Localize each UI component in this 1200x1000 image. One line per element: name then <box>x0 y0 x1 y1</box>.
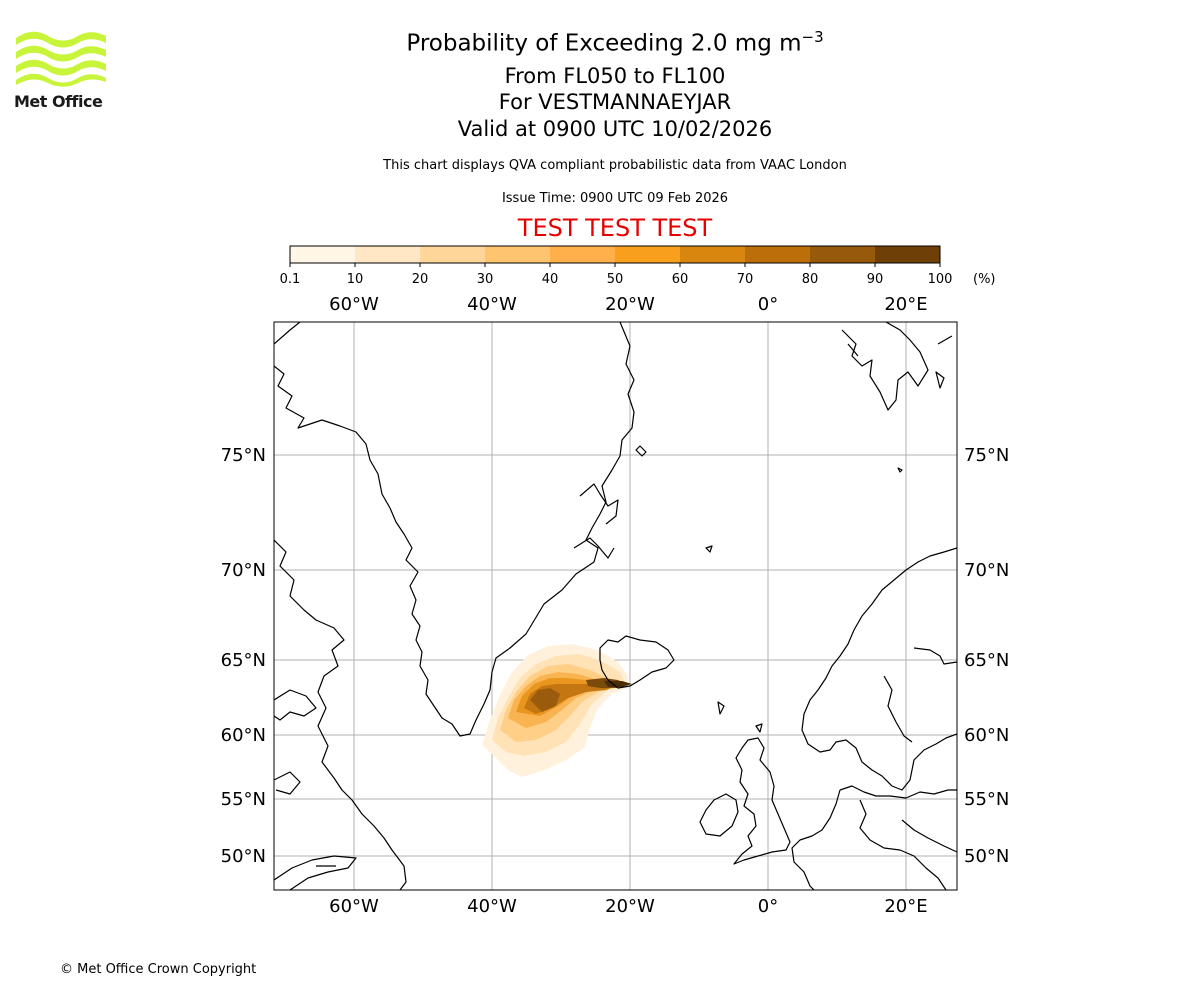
colorbar-swatch <box>290 246 356 263</box>
coast-europe <box>791 785 957 890</box>
coast-scandinavia <box>801 547 957 791</box>
right-lat-label: 60°N <box>964 725 1009 746</box>
top-lon-label: 20°E <box>884 294 927 315</box>
left-lat-label: 70°N <box>221 560 266 581</box>
colorbar-swatch <box>550 246 616 263</box>
main-title: Probability of Exceeding 2.0 mg m−3 <box>0 28 1200 57</box>
left-lat-label: 75°N <box>221 445 266 466</box>
colorbar-swatch <box>810 246 876 263</box>
colorbar-tick-label: 0.1 <box>280 272 301 287</box>
colorbar-tick-label: 80 <box>802 272 819 287</box>
map-gridlines <box>274 322 957 890</box>
coast-greenland <box>274 322 635 737</box>
colorbar-tick-label: 20 <box>412 272 429 287</box>
coast-iceland <box>599 635 675 689</box>
colorbar-swatch <box>680 246 746 263</box>
colorbar-tick-label: 70 <box>737 272 754 287</box>
top-lon-label: 20°W <box>605 294 655 315</box>
left-lat-label: 55°N <box>221 789 266 810</box>
colorbar-swatch <box>420 246 486 263</box>
left-lat-label: 60°N <box>221 725 266 746</box>
valid-title: Valid at 0900 UTC 10/02/2026 <box>457 117 773 141</box>
colorbar-tick-label: 60 <box>672 272 689 287</box>
bottom-lon-label: 60°W <box>329 896 379 917</box>
colorbar-tick-label: 90 <box>867 272 884 287</box>
coast-canada <box>274 539 407 890</box>
colorbar-tick-label: 100 <box>928 272 953 287</box>
colorbar-swatch <box>745 246 811 263</box>
logo-text: Met Office <box>14 92 103 111</box>
colorbar-tick-label: 40 <box>542 272 559 287</box>
bottom-lon-label: 40°W <box>467 896 517 917</box>
right-lat-label: 70°N <box>964 560 1009 581</box>
bottom-lon-label: 20°W <box>605 896 655 917</box>
location-title: For VESTMANNAEYJAR <box>498 90 732 114</box>
left-lat-labels: 75°N 70°N 65°N 60°N 55°N 50°N <box>221 445 266 867</box>
ash-probability-plume <box>482 644 632 777</box>
right-lat-labels: 75°N 70°N 65°N 60°N 55°N 50°N <box>964 445 1009 867</box>
right-lat-label: 55°N <box>964 789 1009 810</box>
colorbar-unit: (%) <box>973 272 996 287</box>
met-office-logo: Met Office <box>14 30 108 112</box>
right-lat-label: 75°N <box>964 445 1009 466</box>
top-lon-labels: 60°W 40°W 20°W 0° 20°E <box>329 294 927 315</box>
bottom-lon-label: 0° <box>758 896 778 917</box>
left-lat-label: 65°N <box>221 650 266 671</box>
issue-time: Issue Time: 0900 UTC 09 Feb 2026 <box>501 191 729 206</box>
copyright: © Met Office Crown Copyright <box>60 962 257 977</box>
coast-great-britain <box>733 737 791 865</box>
colorbar-swatch <box>875 246 941 263</box>
main-title-text: Probability of Exceeding 2.0 mg m <box>406 30 802 57</box>
colorbar-tick-label: 30 <box>477 272 494 287</box>
top-lon-label: 0° <box>758 294 778 315</box>
colorbar-swatch <box>615 246 681 263</box>
right-lat-label: 65°N <box>964 650 1009 671</box>
colorbar-swatches <box>290 246 941 263</box>
bottom-lon-labels: 60°W 40°W 20°W 0° 20°E <box>329 896 927 917</box>
right-lat-label: 50°N <box>964 846 1009 867</box>
colorbar-ticks: 0.1 10 20 30 40 50 60 70 80 90 100 <box>280 263 953 287</box>
colorbar: 0.1 10 20 30 40 50 60 70 80 90 100 (%) <box>280 245 996 287</box>
coast-ireland <box>699 793 739 837</box>
colorbar-swatch <box>355 246 421 263</box>
levels-title: From FL050 to FL100 <box>504 64 726 88</box>
map-frame <box>273 321 958 891</box>
colorbar-tick-label: 50 <box>607 272 624 287</box>
top-lon-label: 60°W <box>329 294 379 315</box>
bottom-lon-label: 20°E <box>884 896 927 917</box>
subtitle: This chart displays QVA compliant probab… <box>383 158 847 173</box>
colorbar-swatch <box>485 246 551 263</box>
colorbar-tick-label: 10 <box>347 272 364 287</box>
top-lon-label: 40°W <box>467 294 517 315</box>
main-title-exponent: −3 <box>801 28 824 46</box>
left-lat-label: 50°N <box>221 846 266 867</box>
test-banner: TEST TEST TEST <box>517 214 713 242</box>
coast-svalbard <box>841 322 953 411</box>
met-office-waves-icon <box>16 31 106 87</box>
coastlines <box>274 322 957 890</box>
